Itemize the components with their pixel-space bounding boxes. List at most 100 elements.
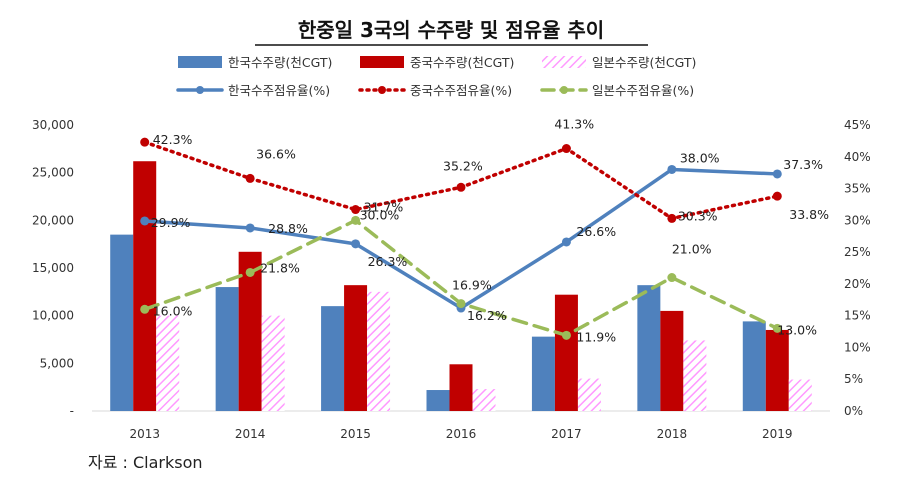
bar-china [344, 285, 368, 411]
point-china-share [456, 182, 466, 192]
x-tick-label: 2014 [235, 427, 266, 441]
bar-korea [742, 321, 766, 411]
legend-label: 한국수주점유율(%) [228, 83, 330, 98]
data-label-japan-share: 16.9% [452, 278, 492, 293]
data-label-korea-share: 26.3% [368, 254, 408, 269]
legend-label: 중국수주점유율(%) [410, 83, 512, 98]
point-japan-share [245, 267, 255, 277]
y-left-tick-label: 15,000 [32, 261, 74, 275]
legend-label: 중국수주량(천CGT) [410, 55, 514, 70]
point-japan-share [561, 330, 571, 340]
y-left-tick-label: 20,000 [32, 213, 74, 227]
bar-korea [110, 234, 134, 411]
point-china-share [140, 137, 150, 147]
y-right-tick-label: 20% [844, 277, 871, 291]
point-japan-share [456, 299, 466, 309]
legend-swatch-marker [560, 86, 568, 94]
bar-japan [683, 340, 707, 411]
data-label-china-share: 41.3% [554, 117, 594, 132]
data-label-korea-share: 28.8% [268, 221, 308, 236]
bar-korea [531, 336, 555, 411]
point-china-share [772, 191, 782, 201]
bar-japan [577, 378, 601, 411]
bar-japan [261, 315, 285, 411]
data-label-korea-share: 38.0% [680, 150, 720, 165]
data-label-korea-share: 29.9% [151, 215, 191, 230]
bar-china [133, 161, 157, 411]
legend-label: 일본수주량(천CGT) [592, 55, 696, 70]
y-right-tick-label: 25% [844, 245, 871, 259]
bar-china [660, 310, 684, 411]
legend-swatch-marker [196, 86, 204, 94]
data-label-japan-share: 21.0% [672, 242, 712, 257]
bar-china [554, 294, 578, 411]
bar-japan [367, 291, 391, 411]
y-left-tick-label: 25,000 [32, 166, 74, 180]
x-tick-label: 2019 [762, 427, 793, 441]
legend-swatch-bar [178, 56, 222, 68]
source-note: 자료 : Clarkson [88, 453, 203, 472]
data-label-china-share: 33.8% [789, 207, 829, 222]
y-right-tick-label: 30% [844, 213, 871, 227]
bar-china [765, 329, 789, 411]
data-label-korea-share: 26.6% [576, 224, 616, 239]
legend-swatch-bar [360, 56, 404, 68]
legend-swatch-marker [378, 86, 386, 94]
point-korea-share [140, 216, 150, 226]
y-right-tick-label: 15% [844, 309, 871, 323]
data-label-korea-share: 37.3% [783, 157, 823, 172]
point-japan-share [351, 215, 361, 225]
bar-china [449, 364, 473, 411]
point-japan-share [667, 273, 677, 283]
bars [110, 161, 812, 411]
bar-japan [788, 379, 812, 411]
x-tick-label: 2016 [446, 427, 477, 441]
y-left-tick-label: 10,000 [32, 309, 74, 323]
bar-japan [472, 389, 496, 411]
data-label-korea-share: 16.2% [467, 308, 507, 323]
legend: 한국수주량(천CGT) 중국수주량(천CGT) 일본수주량(천CGT) 한국수주점유율… [176, 55, 696, 98]
point-china-share [245, 173, 255, 183]
point-korea-share [772, 169, 782, 179]
point-china-share [667, 213, 677, 223]
data-label-japan-share: 13.0% [777, 322, 817, 337]
data-label-japan-share: 11.9% [576, 329, 616, 344]
bar-china [238, 251, 262, 411]
lines [140, 137, 782, 340]
x-tick-label: 2017 [551, 427, 582, 441]
y-right-tick-label: 45% [844, 118, 871, 132]
legend-label: 한국수주량(천CGT) [228, 55, 332, 70]
point-korea-share [245, 223, 255, 233]
data-label-china-share: 35.2% [443, 158, 483, 173]
data-label-japan-share: 16.0% [153, 303, 193, 318]
bar-korea [321, 306, 345, 411]
data-label-japan-share: 21.8% [260, 260, 300, 275]
y-right-tick-label: 40% [844, 150, 871, 164]
x-tick-label: 2015 [340, 427, 371, 441]
y-left-tick-label: 30,000 [32, 118, 74, 132]
data-label-china-share: 31.7% [364, 200, 404, 215]
y-right-tick-label: 10% [844, 340, 871, 354]
x-tick-label: 2013 [129, 427, 160, 441]
legend-swatch-bar [542, 56, 586, 68]
point-china-share [351, 205, 361, 215]
data-label-china-share: 30.3% [678, 208, 718, 223]
point-korea-share [667, 164, 677, 174]
y-right-tick-label: 5% [844, 372, 863, 386]
data-label-china-share: 42.3% [153, 132, 193, 147]
data-labels: 29.9% 28.8% 26.3% 16.2% 26.6% 38.0% 37.3% 42.3%… [151, 117, 829, 345]
point-korea-share [561, 237, 571, 247]
bar-japan [156, 315, 180, 411]
y-left-tick-label: 5,000 [40, 356, 74, 370]
chart-title: 한중일 3국의 수주량 및 점유율 추이 [298, 18, 604, 42]
point-korea-share [351, 239, 361, 249]
y-right-tick-label: 0% [844, 404, 863, 418]
point-japan-share [772, 323, 782, 333]
data-label-china-share: 36.6% [256, 146, 296, 161]
point-china-share [561, 144, 571, 154]
data-label-japan-share: 30.0% [360, 207, 400, 222]
bar-korea [637, 285, 661, 411]
point-japan-share [140, 304, 150, 314]
legend-label: 일본수주점유율(%) [592, 83, 694, 98]
